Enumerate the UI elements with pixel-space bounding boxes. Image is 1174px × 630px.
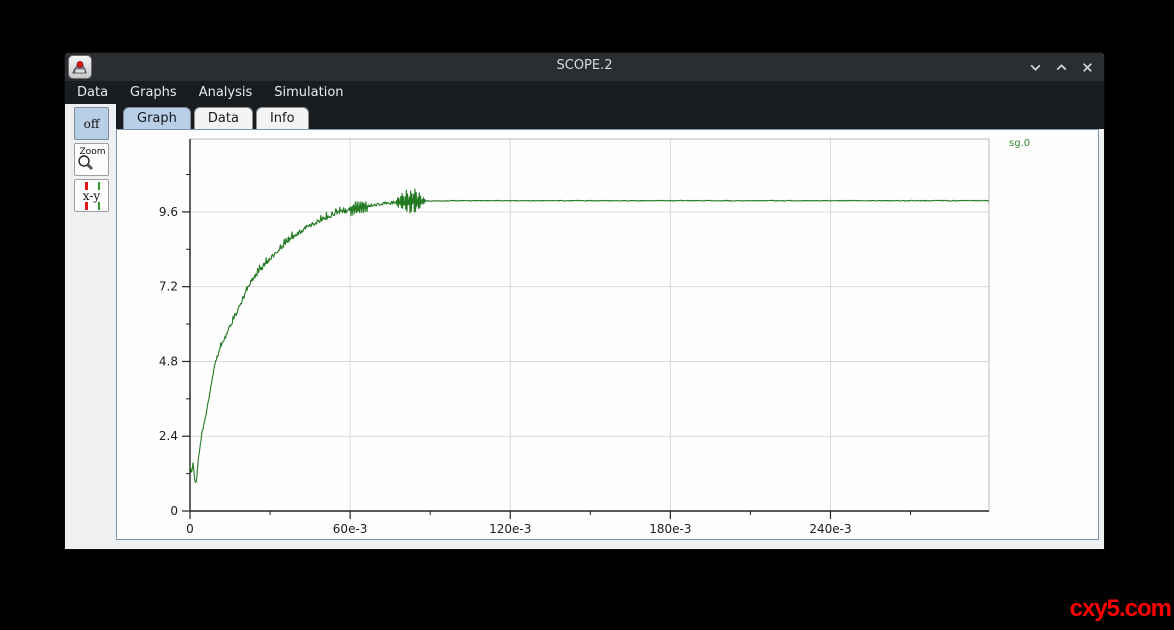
menu-graphs[interactable]: Graphs bbox=[130, 85, 177, 100]
red-cursor-mark bbox=[84, 181, 88, 190]
svg-text:0: 0 bbox=[186, 522, 194, 536]
green-cursor-mark bbox=[97, 201, 100, 210]
zoom-button[interactable]: Zoom bbox=[74, 143, 109, 176]
magnifier-icon: Zoom bbox=[77, 146, 107, 174]
minimize-button[interactable] bbox=[1028, 60, 1042, 74]
watermark: cxy5.com bbox=[1069, 595, 1172, 622]
left-toolbar: off Zoom x-y bbox=[65, 104, 116, 549]
waveform-sg0 bbox=[189, 188, 990, 483]
legend-sg0: sg.0 bbox=[1009, 138, 1031, 149]
svg-text:4.8: 4.8 bbox=[159, 354, 178, 368]
tabstrip: Graph Data Info bbox=[116, 104, 1104, 129]
tab-graph[interactable]: Graph bbox=[123, 107, 191, 129]
red-cursor-mark bbox=[84, 201, 88, 210]
svg-text:120e-3: 120e-3 bbox=[489, 522, 531, 536]
scope-window: SCOPE.2 Data Graphs Analysis Simulation … bbox=[64, 52, 1105, 550]
menubar: Data Graphs Analysis Simulation bbox=[65, 81, 1104, 104]
menu-analysis[interactable]: Analysis bbox=[198, 85, 253, 100]
plot-canvas[interactable]: 0 2.4 4.8 7.2 9.6 0 60e-3 120e-3 180e-3 240e-3 bbox=[117, 130, 1100, 541]
svg-text:180e-3: 180e-3 bbox=[649, 522, 691, 536]
off-toggle-button[interactable]: off bbox=[74, 107, 109, 140]
svg-text:240e-3: 240e-3 bbox=[809, 522, 851, 536]
titlebar[interactable]: SCOPE.2 bbox=[65, 53, 1104, 81]
svg-text:7.2: 7.2 bbox=[159, 280, 178, 294]
svg-text:2.4: 2.4 bbox=[159, 429, 178, 443]
xy-cursor-icon: x-y bbox=[79, 181, 105, 210]
tab-info[interactable]: Info bbox=[255, 107, 309, 129]
menu-data[interactable]: Data bbox=[77, 85, 109, 100]
scope-app-icon bbox=[68, 55, 92, 79]
maximize-button[interactable] bbox=[1054, 60, 1068, 74]
window-title: SCOPE.2 bbox=[556, 58, 613, 73]
graph-panel: 0 2.4 4.8 7.2 9.6 0 60e-3 120e-3 180e-3 240e-3 sg… bbox=[116, 129, 1099, 540]
xy-button-label: x-y bbox=[82, 188, 101, 203]
menu-simulation[interactable]: Simulation bbox=[274, 85, 344, 100]
zoom-button-label: Zoom bbox=[79, 146, 106, 157]
svg-text:0: 0 bbox=[170, 504, 178, 518]
green-cursor-mark bbox=[97, 181, 100, 190]
off-button-label: off bbox=[83, 116, 100, 131]
svg-text:9.6: 9.6 bbox=[159, 205, 178, 219]
tab-data[interactable]: Data bbox=[193, 107, 253, 129]
close-button[interactable] bbox=[1080, 60, 1094, 74]
window-content: off Zoom x-y bbox=[65, 104, 1104, 549]
xy-cursor-button[interactable]: x-y bbox=[74, 179, 109, 212]
svg-text:60e-3: 60e-3 bbox=[333, 522, 368, 536]
